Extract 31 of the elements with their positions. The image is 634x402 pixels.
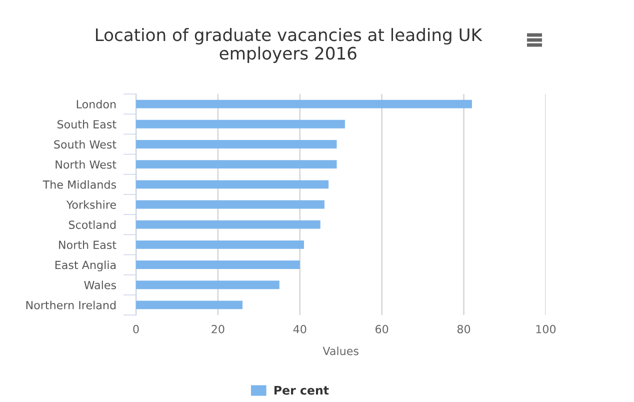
bar <box>136 140 337 148</box>
bar <box>136 100 472 108</box>
y-tick-label: South East <box>57 120 116 129</box>
bar <box>136 200 324 209</box>
y-tick-label: South West <box>54 140 116 149</box>
chart-title: Location of graduate vacancies at leading UK employers 2016 <box>96 28 482 64</box>
bar <box>136 160 337 169</box>
y-tick-label: Wales <box>84 280 116 290</box>
y-tick-label: Yorkshire <box>66 200 116 209</box>
bar <box>136 280 280 290</box>
x-tick-label: 60 <box>376 324 388 334</box>
x-tick-label: 80 <box>457 324 470 334</box>
x-tick-label: 20 <box>212 324 224 334</box>
bar <box>136 300 243 310</box>
y-tick-label: The Midlands <box>42 180 116 189</box>
y-tick-label: Scotland <box>68 220 116 229</box>
x-tick-label: 40 <box>293 324 306 334</box>
y-tick-label: North West <box>56 160 116 169</box>
x-axis-title: Values <box>322 346 358 356</box>
bar <box>136 180 329 189</box>
bar <box>136 120 345 128</box>
y-tick-label: North East <box>59 240 116 250</box>
y-tick-label: East Anglia <box>55 260 116 272</box>
y-tick-label: London <box>76 100 116 108</box>
y-tick-label: Northern Ireland <box>26 300 116 310</box>
bar <box>136 260 300 269</box>
x-tick-label: 100 <box>536 324 556 334</box>
bar <box>136 240 304 249</box>
bar <box>136 220 320 229</box>
legend-label: Per cent <box>274 386 329 395</box>
x-tick-label: 0 <box>133 324 139 334</box>
